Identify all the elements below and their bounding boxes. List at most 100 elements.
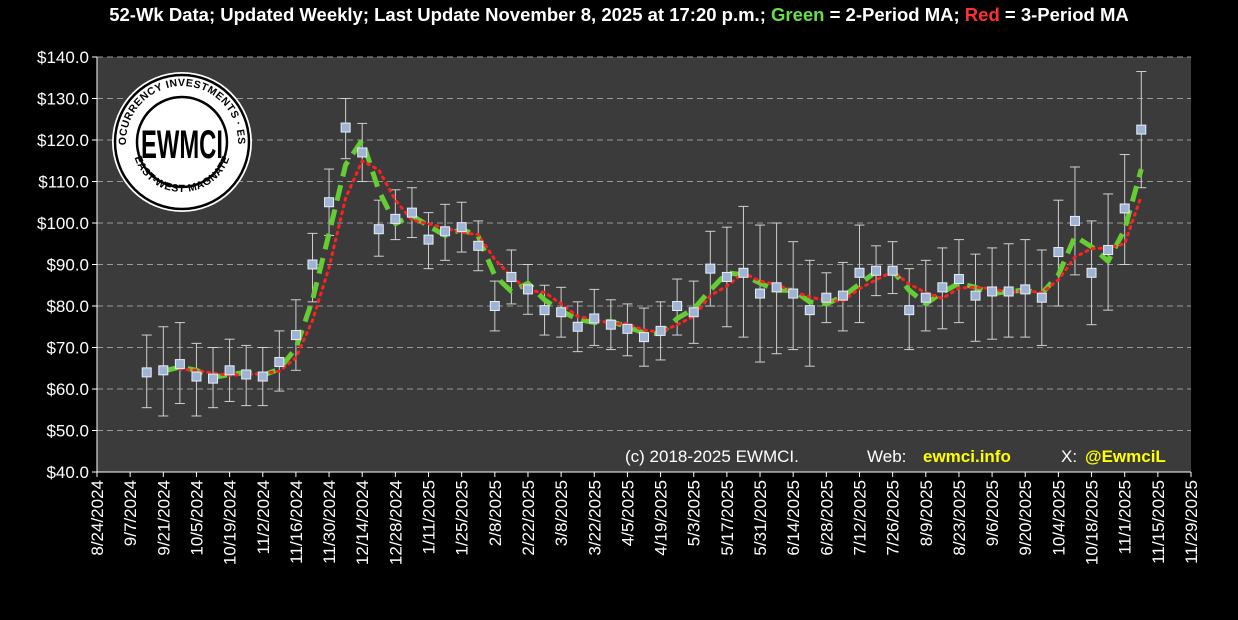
x-tick-label: 1/25/2025 bbox=[453, 480, 472, 556]
x-tick-label: 11/2/2024 bbox=[254, 480, 273, 554]
y-tick-label: $50.0 bbox=[46, 422, 89, 441]
price-marker bbox=[688, 307, 699, 318]
y-tick-label: $90.0 bbox=[46, 256, 89, 275]
price-marker bbox=[274, 357, 285, 368]
x-tick-label: 5/17/2025 bbox=[718, 480, 737, 556]
price-marker bbox=[324, 197, 335, 208]
price-marker bbox=[755, 288, 766, 299]
footer-web-link[interactable]: ewmci.info bbox=[923, 447, 1011, 466]
x-tick-label: 9/6/2025 bbox=[983, 480, 1002, 546]
price-marker bbox=[721, 271, 732, 282]
x-tick-label: 10/18/2025 bbox=[1083, 480, 1102, 565]
price-marker bbox=[1036, 292, 1047, 303]
y-tick-label: $130.0 bbox=[37, 90, 89, 109]
y-tick-label: $100.0 bbox=[37, 214, 89, 233]
price-marker bbox=[423, 234, 434, 245]
price-marker bbox=[174, 359, 185, 370]
chart-title: 52-Wk Data; Updated Weekly; Last Update … bbox=[0, 4, 1238, 26]
price-marker bbox=[290, 330, 301, 341]
x-tick-label: 4/19/2025 bbox=[652, 480, 671, 556]
title-red-word: Red bbox=[964, 4, 1000, 25]
price-marker bbox=[208, 373, 219, 384]
price-marker bbox=[987, 286, 998, 297]
price-marker bbox=[804, 305, 815, 316]
price-marker bbox=[373, 224, 384, 235]
title-red-rest: = 3-Period MA bbox=[1004, 4, 1129, 25]
x-tick-label: 5/3/2025 bbox=[685, 480, 704, 546]
price-marker bbox=[191, 371, 202, 382]
price-marker bbox=[639, 332, 649, 343]
price-marker bbox=[307, 259, 318, 270]
price-marker bbox=[1053, 247, 1064, 258]
price-marker bbox=[556, 307, 567, 318]
price-marker bbox=[771, 282, 782, 293]
x-tick-label: 2/22/2025 bbox=[519, 480, 538, 556]
price-marker bbox=[1086, 267, 1097, 278]
footer-web-label: Web: bbox=[867, 447, 906, 466]
price-marker bbox=[473, 240, 484, 251]
x-tick-label: 5/31/2025 bbox=[751, 480, 770, 556]
logo-center-text: EWMCI bbox=[141, 123, 223, 167]
x-tick-label: 4/5/2025 bbox=[618, 480, 637, 546]
price-marker bbox=[456, 222, 467, 233]
price-marker bbox=[340, 122, 351, 133]
price-marker bbox=[871, 265, 882, 276]
price-marker bbox=[506, 271, 517, 282]
x-tick-label: 8/24/2024 bbox=[88, 480, 107, 556]
x-tick-label: 12/28/2024 bbox=[386, 480, 405, 565]
x-tick-label: 6/14/2025 bbox=[784, 480, 803, 556]
x-tick-label: 11/30/2024 bbox=[320, 480, 339, 564]
price-marker bbox=[920, 292, 931, 303]
price-marker bbox=[357, 147, 368, 158]
price-marker bbox=[440, 226, 451, 237]
footer-x-label: X: bbox=[1061, 447, 1077, 466]
price-marker bbox=[158, 365, 169, 376]
x-tick-label: 12/14/2024 bbox=[353, 480, 372, 565]
price-marker bbox=[224, 365, 235, 376]
x-tick-label: 8/23/2025 bbox=[950, 480, 969, 556]
price-marker bbox=[390, 213, 401, 224]
y-tick-label: $140.0 bbox=[37, 48, 89, 67]
x-tick-label: 2/8/2025 bbox=[486, 480, 505, 546]
price-marker bbox=[1069, 215, 1080, 226]
x-tick-label: 7/12/2025 bbox=[850, 480, 869, 556]
price-marker bbox=[1103, 244, 1114, 255]
y-axis: $40.0 $50.0 $60.0 $70.0 $80.0 $90.0 $100.0 $110… bbox=[37, 48, 98, 482]
x-tick-label: 11/29/2025 bbox=[1182, 480, 1201, 564]
x-tick-label: 1/11/2025 bbox=[420, 480, 439, 554]
price-marker bbox=[1003, 286, 1014, 297]
price-marker bbox=[970, 290, 981, 301]
price-marker bbox=[522, 284, 533, 295]
price-marker bbox=[821, 292, 832, 303]
price-marker bbox=[241, 369, 252, 380]
price-marker bbox=[937, 282, 948, 293]
x-tick-label: 3/22/2025 bbox=[585, 480, 604, 556]
price-marker bbox=[489, 301, 500, 311]
y-tick-label: $40.0 bbox=[46, 463, 89, 482]
x-tick-label: 6/28/2025 bbox=[817, 480, 836, 556]
price-marker bbox=[904, 305, 915, 316]
price-markers bbox=[141, 122, 1147, 384]
x-tick-label: 10/5/2024 bbox=[187, 480, 206, 556]
price-marker bbox=[622, 323, 633, 334]
price-marker bbox=[539, 305, 550, 316]
footer: (c) 2018-2025 EWMCI. Web: ewmci.info X: … bbox=[625, 447, 1166, 466]
price-marker bbox=[605, 319, 616, 330]
x-tick-label: 8/9/2025 bbox=[917, 480, 936, 546]
title-prefix: 52-Wk Data; Updated Weekly; Last Update … bbox=[109, 4, 766, 25]
x-tick-label: 9/20/2025 bbox=[1016, 480, 1035, 556]
x-tick-label: 11/1/2025 bbox=[1116, 480, 1135, 554]
x-tick-label: 10/19/2024 bbox=[221, 480, 240, 565]
y-tick-label: $120.0 bbox=[37, 131, 89, 150]
x-tick-label: 9/7/2024 bbox=[121, 480, 140, 546]
footer-copyright: (c) 2018-2025 EWMCI. bbox=[625, 447, 799, 466]
price-marker bbox=[854, 267, 865, 278]
footer-x-handle[interactable]: @EwmciL bbox=[1085, 447, 1166, 466]
price-marker bbox=[406, 207, 417, 218]
x-tick-label: 10/4/2025 bbox=[1049, 480, 1068, 556]
x-tick-label: 11/16/2024 bbox=[287, 480, 306, 564]
x-tick-label: 3/8/2025 bbox=[552, 480, 571, 546]
x-tick-label: 11/15/2025 bbox=[1149, 480, 1168, 564]
price-marker bbox=[837, 290, 848, 301]
